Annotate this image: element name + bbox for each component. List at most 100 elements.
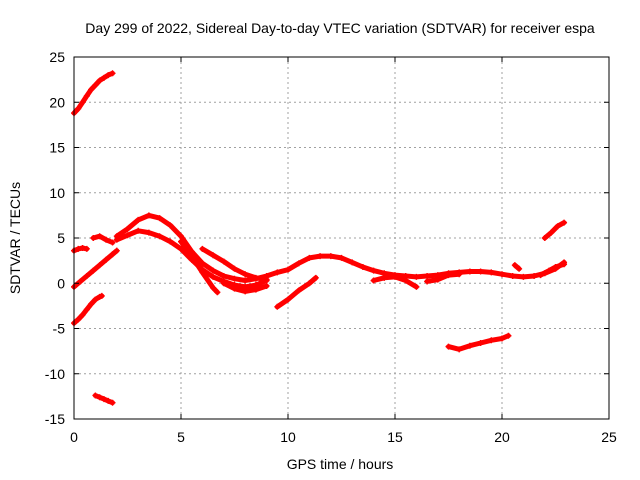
data-point	[96, 77, 103, 84]
data-point	[306, 254, 313, 261]
data-point	[274, 269, 281, 276]
data-point	[210, 284, 217, 291]
series-trace	[538, 261, 567, 278]
y-tick-label: 15	[49, 140, 65, 156]
data-point	[199, 245, 206, 252]
data-point	[231, 285, 238, 292]
data-point	[83, 306, 90, 313]
data-point	[488, 269, 495, 276]
y-tick-label: 25	[49, 49, 65, 65]
data-point	[546, 267, 553, 274]
data-point	[231, 275, 238, 282]
data-point	[505, 332, 512, 339]
data-point	[295, 260, 302, 267]
y-tick-label: 20	[49, 94, 65, 110]
data-point	[220, 273, 227, 280]
data-point	[145, 229, 152, 236]
data-point	[92, 296, 99, 303]
data-point	[210, 273, 217, 280]
data-point	[477, 268, 484, 275]
data-point	[167, 222, 174, 229]
data-point	[456, 271, 463, 278]
data-point	[231, 265, 238, 272]
data-point	[178, 233, 184, 240]
data-point	[306, 280, 313, 287]
data-point	[105, 72, 112, 79]
data-point	[167, 238, 174, 245]
data-point	[113, 247, 120, 254]
data-point	[370, 277, 377, 284]
series-trace	[542, 220, 567, 241]
data-point	[199, 269, 206, 276]
data-point	[79, 244, 86, 251]
data-point	[124, 232, 131, 239]
data-point	[520, 273, 527, 280]
y-tick-label: 0	[57, 275, 65, 291]
data-point	[113, 236, 120, 243]
data-point	[424, 278, 431, 285]
y-tick-label: 5	[57, 230, 65, 246]
data-point	[554, 223, 561, 230]
data-point	[145, 212, 152, 219]
series-track-f	[90, 233, 116, 246]
series-track-d	[71, 292, 105, 327]
data-point	[88, 301, 95, 308]
data-point	[178, 245, 184, 252]
data-point	[349, 259, 356, 266]
series-track-j	[199, 245, 270, 283]
data-point	[445, 272, 452, 279]
data-point	[96, 394, 103, 401]
data-point	[210, 267, 217, 274]
data-point	[220, 258, 227, 265]
data-point	[561, 261, 568, 268]
y-tick-label: -15	[45, 411, 65, 427]
data-point	[79, 311, 86, 318]
data-point	[83, 273, 90, 280]
data-point	[252, 274, 259, 281]
x-tick-label: 25	[601, 429, 617, 445]
data-point	[285, 296, 291, 303]
data-point	[499, 335, 505, 342]
x-axis-label: GPS time / hours	[287, 456, 394, 472]
series-track-i	[178, 238, 221, 296]
data-point	[135, 216, 142, 223]
data-point	[541, 235, 548, 241]
data-point	[96, 233, 103, 240]
data-point	[90, 235, 97, 241]
data-point	[413, 273, 420, 280]
data-point	[338, 254, 345, 261]
data-point	[511, 262, 518, 269]
data-point	[370, 267, 377, 274]
data-point	[96, 262, 103, 269]
data-point	[285, 266, 291, 273]
data-point	[75, 245, 82, 252]
data-point	[466, 268, 473, 275]
series-trace	[71, 70, 115, 116]
data-point	[477, 339, 484, 346]
data-point	[466, 342, 473, 349]
data-point	[242, 271, 249, 278]
data-point	[88, 86, 95, 93]
data-point	[531, 273, 538, 280]
data-point	[109, 70, 116, 77]
series-track-r	[541, 219, 568, 241]
y-tick-label: -10	[45, 366, 65, 382]
data-point	[561, 219, 568, 226]
data-point	[499, 271, 505, 278]
data-point	[488, 337, 495, 344]
data-point	[445, 343, 452, 350]
series-track-e	[92, 392, 116, 406]
data-point	[381, 274, 388, 281]
x-tick-label: 5	[177, 429, 185, 445]
data-point	[199, 260, 206, 267]
data-point	[188, 253, 195, 260]
data-point	[312, 274, 319, 281]
data-point	[402, 277, 409, 284]
data-point	[242, 288, 249, 295]
data-point	[103, 256, 110, 263]
series-track-o	[445, 332, 512, 353]
data-point	[90, 267, 97, 274]
series-track-p	[511, 262, 523, 272]
x-tick-label: 10	[280, 429, 296, 445]
